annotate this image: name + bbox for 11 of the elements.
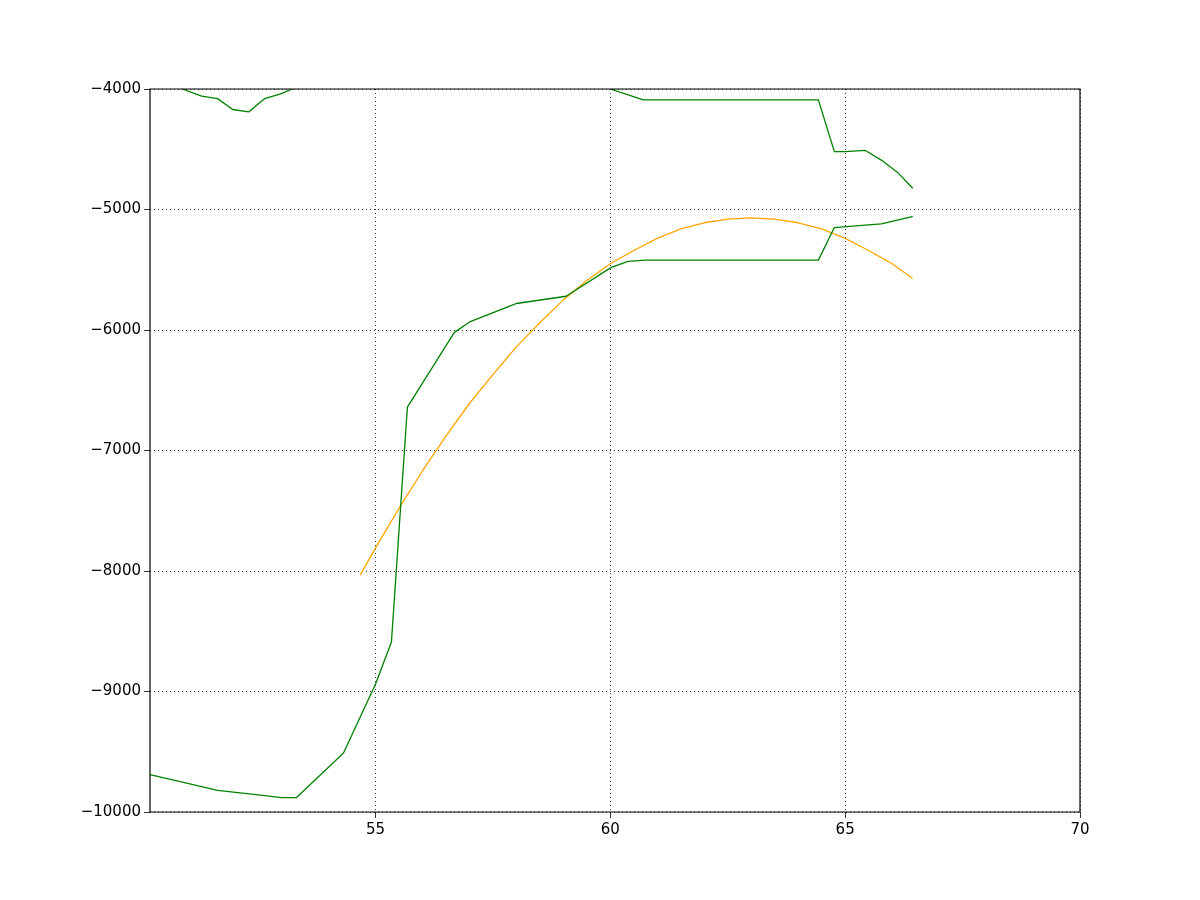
y-tick-label: −10000: [80, 801, 141, 820]
x-tick-label: 55: [365, 819, 385, 838]
y-tick-label: −6000: [90, 319, 141, 338]
x-tick-label: 70: [1070, 819, 1090, 838]
y-tick-label: −5000: [90, 199, 141, 218]
x-tick-label: 65: [835, 819, 855, 838]
x-tick-label: 60: [600, 819, 620, 838]
y-tick-label: −9000: [90, 681, 141, 700]
y-tick-label: −7000: [90, 440, 141, 459]
y-tick-label: −4000: [90, 78, 141, 97]
y-tick-label: −8000: [90, 560, 141, 579]
